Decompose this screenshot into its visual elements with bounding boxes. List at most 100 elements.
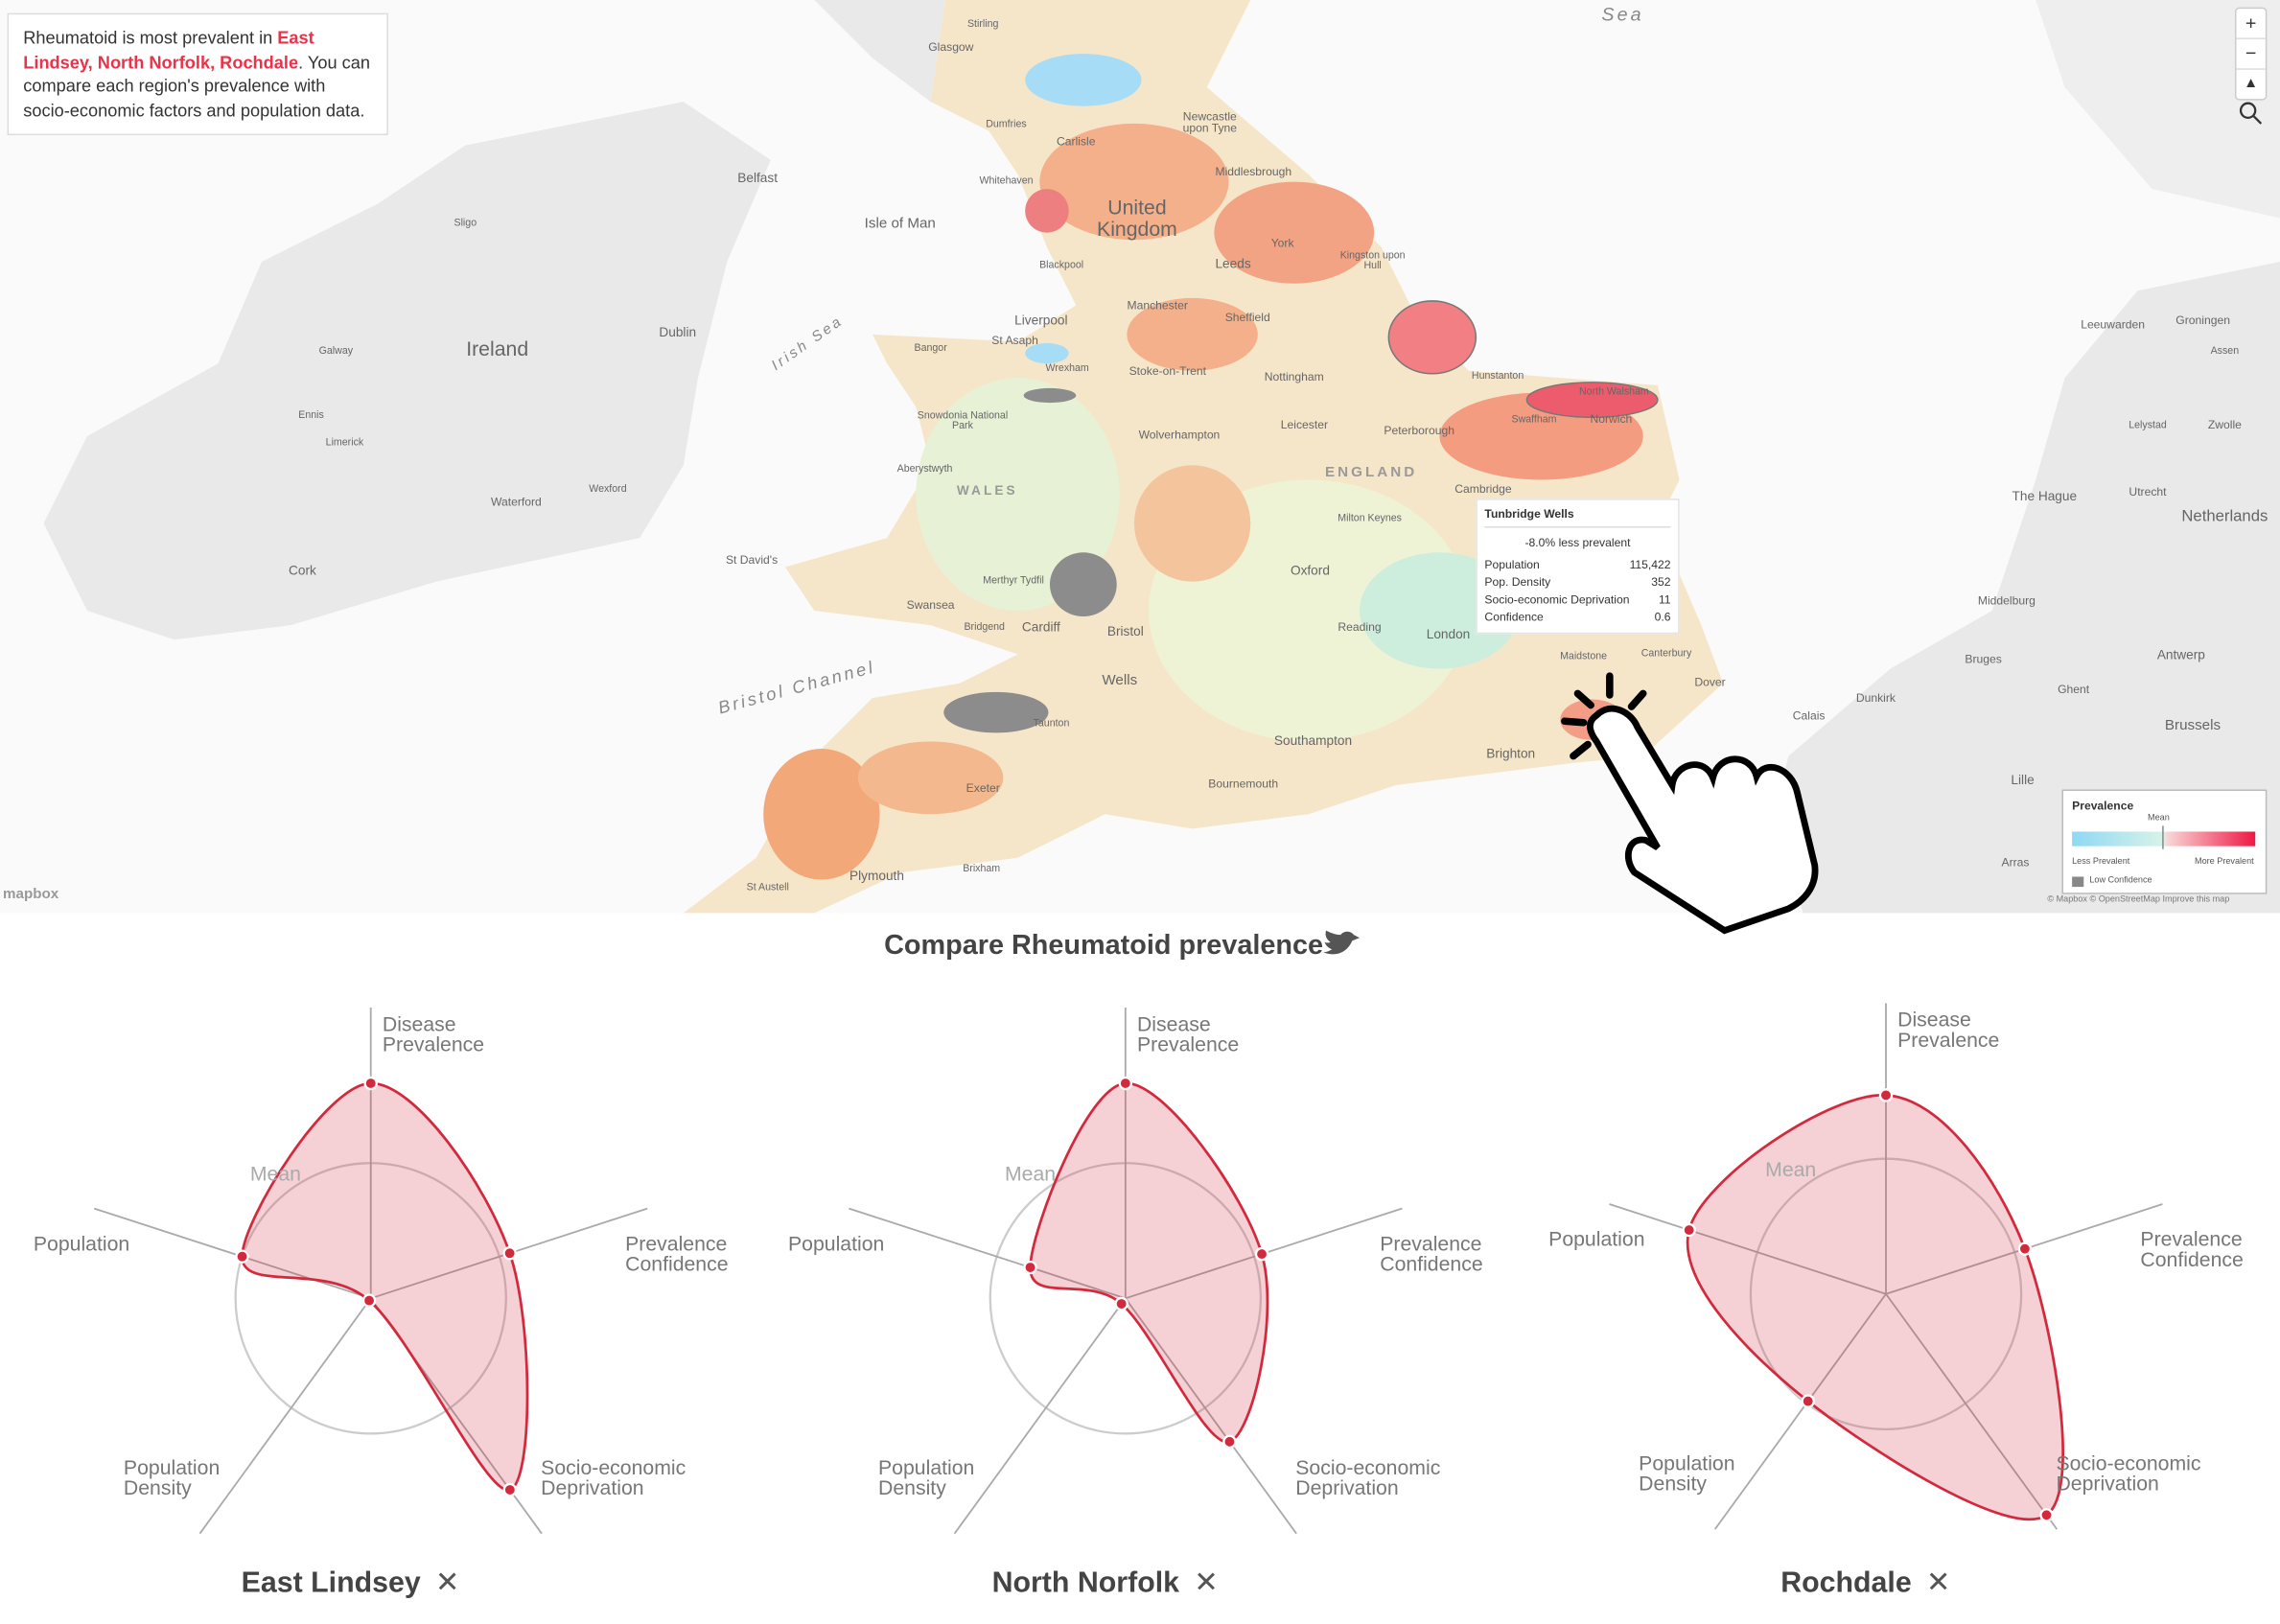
tap-gesture — [1561, 672, 1819, 935]
tooltip-rows: Population 115,422 Pop. Density 352 Socio-ec… — [1484, 558, 1670, 623]
map-label: Southampton — [1273, 732, 1353, 748]
map-label: Netherlands — [2181, 507, 2268, 525]
region — [916, 378, 1120, 611]
radar-axis — [1125, 1297, 1297, 1535]
tooltip-subtitle: -8.0% less prevalent — [1484, 526, 1671, 549]
map-label: London — [1426, 627, 1471, 642]
radar-area — [1029, 1081, 1269, 1444]
tooltip: Tunbridge Wells -8.0% less prevalent Pop… — [1476, 499, 1680, 635]
map-label: Liverpool — [1014, 313, 1068, 328]
legend-high: More Prevalent — [2194, 857, 2254, 867]
tooltip-row: Population 115,422 — [1484, 558, 1670, 571]
map-label: Merthyr Tydfil — [983, 576, 1044, 587]
axis-label: Population — [1548, 1226, 1645, 1251]
map-label: Wells — [1102, 672, 1138, 689]
map-label: Peterborough — [1384, 424, 1454, 438]
tooltip-value: 11 — [1658, 592, 1671, 607]
map-label: North Walsham — [1579, 386, 1649, 398]
map-label: Bridgend — [964, 622, 1005, 634]
map-attribution[interactable]: © Mapbox © OpenStreetMap Improve this ma… — [2047, 895, 2230, 905]
radar-point — [502, 1482, 518, 1497]
magnifier-icon[interactable] — [2239, 102, 2263, 125]
map-label: York — [1270, 236, 1294, 250]
map-label: Brussels — [2164, 717, 2222, 734]
map-label: Waterford — [490, 495, 542, 509]
map-label: Nottingham — [1264, 370, 1324, 384]
east-lindsey[interactable] — [1387, 300, 1477, 375]
axis-label: Population Density — [878, 1455, 975, 1499]
map-label: Arras — [2001, 855, 2030, 870]
map-label: Bristol — [1106, 624, 1144, 639]
radar-chart — [1609, 1003, 2163, 1530]
map-label: Plymouth — [849, 868, 904, 883]
map-label: Middelburg — [1977, 593, 2036, 608]
map-label: Ghent — [2058, 683, 2090, 697]
legend-low-confidence: Low Confidence — [2089, 876, 2152, 886]
axis-label: Population — [787, 1231, 885, 1255]
zoom-out[interactable]: − — [2236, 39, 2266, 70]
map-label: Stoke-on-Trent — [1128, 364, 1207, 379]
great-britain — [683, 0, 1724, 914]
remove-button[interactable]: ✕ — [1925, 1566, 1951, 1600]
region — [1133, 465, 1251, 582]
region — [1127, 297, 1258, 371]
map-label: Snowdonia National Park — [917, 410, 1009, 432]
radar-point — [1801, 1394, 1815, 1408]
twitter-icon[interactable] — [1323, 930, 1361, 955]
map-label: Ennis — [298, 410, 324, 421]
north-norfolk[interactable] — [1525, 382, 1659, 419]
map-logo[interactable]: mapbox — [3, 887, 59, 903]
axis-label: Disease Prevalence — [1136, 1011, 1240, 1056]
map-label: Newcastle upon Tyne — [1182, 109, 1238, 136]
radar-axis — [198, 1297, 372, 1535]
radar-point — [1682, 1222, 1696, 1238]
map-label: Milton Keynes — [1338, 513, 1402, 524]
map-label: Zwolle — [2207, 418, 2242, 432]
chart-title: Rochdale — [1780, 1566, 1912, 1600]
mean-label: Mean — [1004, 1161, 1057, 1186]
legend-swatch — [2072, 876, 2084, 888]
map-label: Dumfries — [986, 119, 1027, 130]
map-label: Lelystad — [2129, 420, 2167, 431]
map-label: Brixham — [963, 864, 1001, 874]
chart-title-row: East Lindsey ✕ — [118, 1565, 583, 1601]
legend-low: Less Prevalent — [2072, 857, 2130, 867]
remove-button[interactable]: ✕ — [1194, 1566, 1219, 1600]
compass[interactable]: ▲ — [2244, 75, 2259, 92]
axis-label: Population Density — [123, 1455, 221, 1499]
map-label: Wolverhampton — [1138, 429, 1221, 442]
zoom-in[interactable]: + — [2236, 9, 2266, 39]
info-text: Rheumatoid is most prevalent in — [23, 27, 278, 49]
map-label: Cork — [289, 563, 316, 578]
radar-point — [1878, 1088, 1894, 1102]
map-label: St Austell — [746, 883, 789, 893]
tooltip-key: Pop. Density — [1484, 575, 1551, 590]
map-label: Ireland — [466, 336, 529, 360]
map-label: Cambridge — [1454, 482, 1512, 496]
info-text: . You can compare each region's prevalen… — [23, 51, 371, 121]
zoom-controls: + − ▲ — [2234, 7, 2268, 101]
mean-label: Mean — [1765, 1157, 1817, 1181]
legend: Prevalence Mean Less Prevalent More Prev… — [2061, 789, 2268, 894]
map-label: Oxford — [1290, 563, 1330, 578]
axis-label: Prevalence Confidence — [625, 1231, 729, 1276]
radar-point — [502, 1246, 517, 1261]
axis-label: Disease Prevalence — [1897, 1007, 2000, 1052]
continent-land — [1774, 261, 2280, 914]
map-label: Cardiff — [1021, 619, 1060, 635]
map-label: Sea — [1601, 3, 1644, 26]
map-label: Canterbury — [1640, 648, 1692, 660]
region — [857, 741, 1004, 815]
map-label: Blackpool — [1039, 260, 1084, 271]
info-highlight: East Lindsey, North Norfolk, Rochdale — [23, 27, 314, 73]
axis-label: Population — [33, 1231, 130, 1255]
ireland-land — [43, 102, 771, 640]
map-label: Middlesbrough — [1215, 165, 1292, 179]
map-label: Wexford — [589, 484, 627, 496]
tooltip-key: Population — [1484, 558, 1540, 572]
map-label: Exeter — [966, 781, 1000, 796]
tooltip-value: 115,422 — [1629, 558, 1671, 572]
remove-button[interactable]: ✕ — [434, 1566, 460, 1600]
